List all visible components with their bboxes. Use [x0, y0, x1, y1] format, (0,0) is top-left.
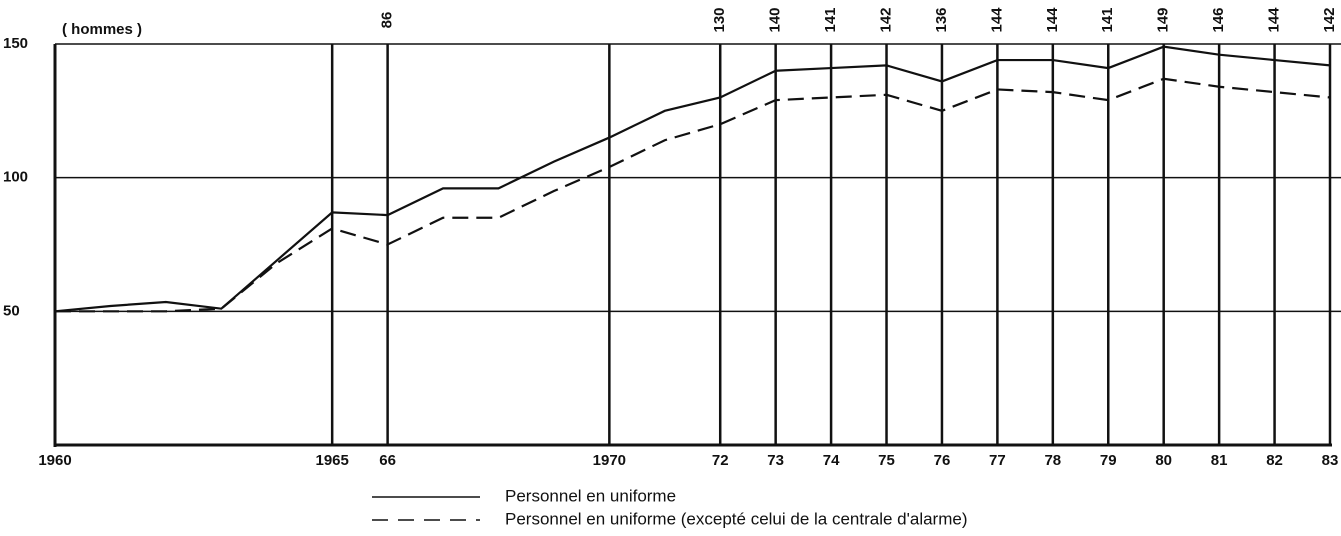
- y-tick-label: 100: [3, 169, 28, 186]
- y-unit: ( hommes ): [62, 21, 142, 38]
- series-line: [55, 77, 1331, 313]
- data-label: 144: [988, 7, 1005, 33]
- x-tick-label: 82: [1266, 452, 1283, 469]
- data-label: 142: [1321, 7, 1338, 32]
- data-label: 144: [1044, 7, 1061, 33]
- x-tick-label: 78: [1044, 452, 1061, 469]
- x-tick-label: 79: [1100, 452, 1117, 469]
- x-tick-label: 66: [379, 452, 396, 469]
- x-tick-label: 73: [767, 452, 784, 469]
- legend-label: Personnel en uniforme: [505, 486, 676, 505]
- data-label: 141: [1099, 7, 1116, 32]
- data-label: 130: [711, 7, 728, 32]
- x-tick-label: 81: [1211, 452, 1228, 469]
- y-tick-label: 150: [3, 35, 28, 52]
- data-label: 146: [1210, 7, 1227, 32]
- x-tick-label: 75: [878, 452, 895, 469]
- legend-label: Personnel en uniforme (excepté celui de …: [505, 509, 968, 528]
- x-tick-label: 80: [1155, 452, 1172, 469]
- x-tick-label: 1965: [315, 452, 348, 469]
- data-label: 144: [1266, 7, 1283, 33]
- data-label: 86: [379, 12, 396, 29]
- data-label: 141: [822, 7, 839, 32]
- data-label: 140: [767, 7, 784, 32]
- x-tick-label: 76: [934, 452, 951, 469]
- x-tick-label: 74: [823, 452, 840, 469]
- series-line: [54, 45, 1331, 313]
- data-label: 142: [877, 7, 894, 32]
- x-tick-label: 83: [1322, 452, 1339, 469]
- x-tick-label: 1970: [593, 452, 626, 469]
- x-tick-label: 72: [712, 452, 729, 469]
- data-label: 149: [1155, 7, 1172, 32]
- y-tick-label: 50: [3, 302, 20, 319]
- x-tick-label: 1960: [38, 452, 71, 469]
- data-label: 136: [933, 7, 950, 32]
- x-tick-label: 77: [989, 452, 1006, 469]
